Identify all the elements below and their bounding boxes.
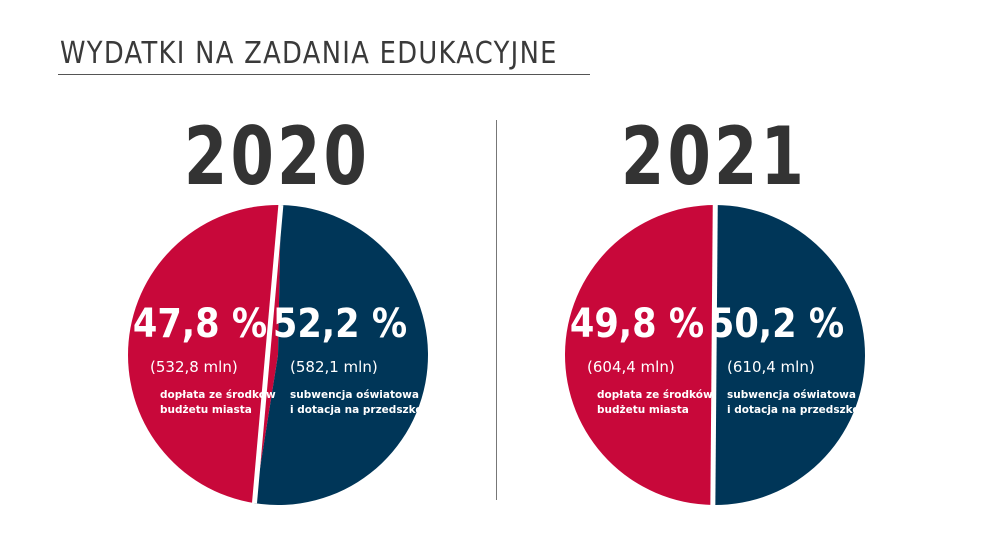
description-line-city-budget: budżetu miasta — [597, 404, 689, 416]
pie-chart-2021: 49,8 % (604,4 mln) dopłata ze środków budże… — [564, 204, 870, 506]
amount-label-subsidy: (610,4 mln) — [727, 358, 815, 376]
description-line-subsidy: subwencja oświatowa — [727, 389, 856, 401]
description-line-city-budget: dopłata ze środków — [160, 389, 276, 401]
percent-label-subsidy: 52,2 % — [273, 300, 407, 347]
description-line-city-budget: dopłata ze środków — [597, 389, 713, 401]
pie-slice-subsidy — [712, 205, 865, 505]
pie-slice-city-budget — [127, 205, 281, 504]
slice-separator — [251, 204, 284, 504]
description-line-subsidy: subwencja oświatowa — [290, 389, 419, 401]
year-label-2020: 2020 — [183, 110, 371, 203]
amount-label-city-budget: (604,4 mln) — [587, 358, 675, 376]
percent-label-city-budget: 49,8 % — [570, 300, 704, 347]
description-line-city-budget: budżetu miasta — [160, 404, 252, 416]
year-label-2021: 2021 — [620, 110, 808, 203]
pie-slice-subsidy — [254, 205, 428, 505]
amount-label-city-budget: (532,8 mln) — [150, 358, 238, 376]
title-underline — [58, 74, 590, 75]
amount-label-subsidy: (582,1 mln) — [290, 358, 378, 376]
description-line-subsidy: i dotacja na przedszkola — [290, 404, 433, 416]
percent-label-subsidy: 50,2 % — [710, 300, 844, 347]
description-line-subsidy: i dotacja na przedszkola — [727, 404, 870, 416]
chart-divider — [496, 120, 497, 500]
pie-chart-2020: 47,8 % (532,8 mln) dopłata ze środków budże… — [127, 204, 433, 505]
slice-separator — [710, 204, 718, 506]
pie-slice-city-budget — [564, 205, 716, 505]
page-title: WYDATKI NA ZADANIA EDUKACYJNE — [60, 36, 558, 71]
percent-label-city-budget: 47,8 % — [133, 300, 267, 347]
